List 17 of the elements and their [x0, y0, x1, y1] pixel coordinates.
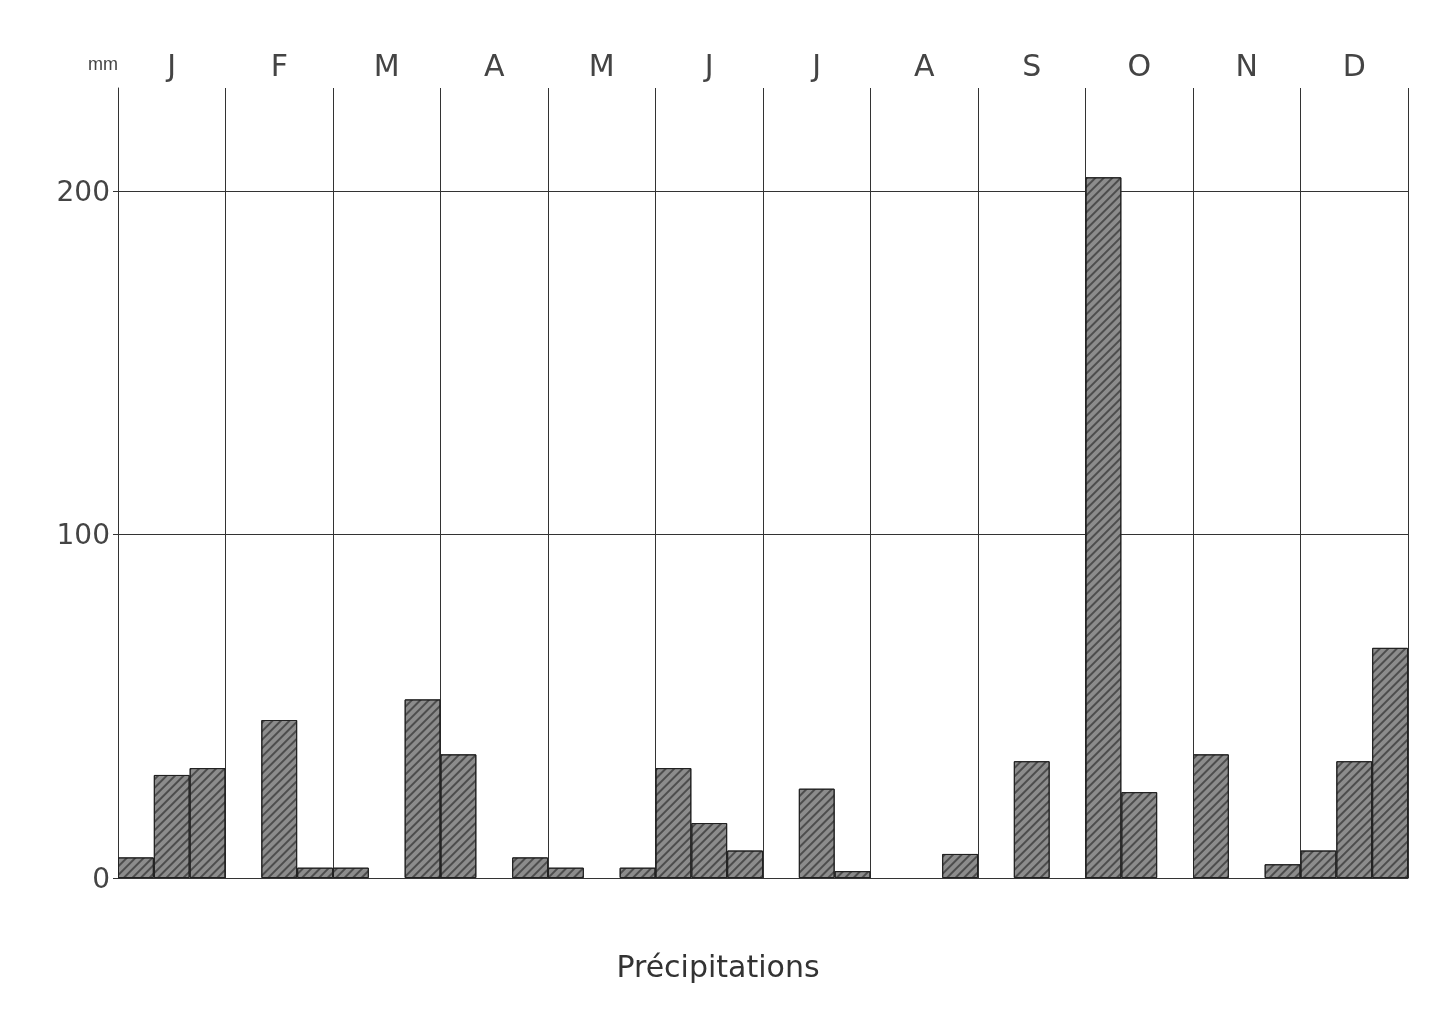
x-axis-title: Précipitations [616, 948, 820, 984]
x-tick-label: M [588, 47, 615, 83]
y-tick-label: 100 [56, 518, 110, 552]
x-tick-label: N [1235, 47, 1258, 83]
y-tick-label: 200 [56, 174, 110, 208]
x-tick-label: J [810, 47, 822, 83]
x-tick-label: S [1022, 47, 1042, 83]
x-tick-label: O [1127, 47, 1152, 83]
x-tick-label: D [1342, 47, 1366, 83]
x-tick-label: F [270, 47, 288, 83]
x-tick-label: A [483, 47, 505, 83]
x-tick-label: A [913, 47, 935, 83]
y-tick-label: 0 [92, 861, 110, 895]
x-tick-label: M [373, 47, 400, 83]
y-axis-title: mm [88, 54, 118, 74]
x-tick-label: J [165, 47, 177, 83]
x-tick-label: J [702, 47, 714, 83]
